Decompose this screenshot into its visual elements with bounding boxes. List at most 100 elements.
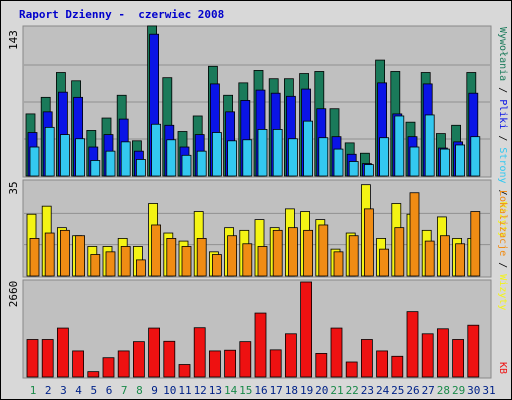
legend-pliki: Pliki [497, 99, 508, 129]
y-max-label-top: 143 [7, 30, 20, 50]
bar-strony-day-6 [105, 150, 116, 177]
bar-strony-day-8 [135, 159, 146, 177]
legend-sep-2: / [497, 129, 508, 147]
bar-kb-day-17 [269, 349, 282, 378]
bars [25, 25, 481, 378]
legend-wizyty-mid: Wizyty [497, 274, 508, 310]
x-label-day-10: 10 [163, 384, 176, 397]
x-label-day-9: 9 [151, 384, 158, 397]
bar-lokalizacje-day-22 [348, 235, 359, 277]
bar-strony-day-30 [470, 136, 481, 177]
bar-kb-day-1 [26, 339, 39, 378]
bar-lokalizacje-day-4 [75, 235, 85, 277]
legend-sep-3: / [497, 184, 508, 202]
bar-kb-day-23 [360, 339, 373, 378]
bar-lokalizacje-day-3 [60, 229, 70, 277]
y-max-label-bottom: 2660 [7, 281, 20, 308]
bar-lokalizacje-day-1 [29, 237, 40, 277]
x-label-day-5: 5 [90, 384, 97, 397]
bar-lokalizacje-day-15 [242, 243, 253, 277]
bar-kb-day-11 [178, 364, 191, 378]
x-label-day-15: 15 [239, 384, 252, 397]
x-label-day-3: 3 [60, 384, 67, 397]
x-label-day-21: 21 [330, 384, 343, 397]
bar-kb-day-30 [467, 324, 480, 378]
report-title: Raport Dzienny - czerwiec 2008 [19, 8, 225, 21]
x-label-day-16: 16 [254, 384, 267, 397]
x-label-day-17: 17 [270, 384, 283, 397]
x-label-day-4: 4 [75, 384, 82, 397]
bar-strony-day-15 [242, 139, 253, 177]
bar-lokalizacje-day-11 [181, 246, 192, 277]
bar-lokalizacje-day-10 [166, 237, 177, 277]
x-label-day-30: 30 [467, 384, 480, 397]
bar-strony-day-11 [181, 154, 192, 177]
bar-lokalizacje-day-6 [105, 251, 116, 277]
bar-lokalizacje-day-27 [424, 240, 435, 277]
x-label-day-6: 6 [106, 384, 113, 397]
bar-lokalizacje-day-9 [151, 224, 162, 277]
x-label-day-8: 8 [136, 384, 143, 397]
x-label-day-19: 19 [300, 384, 313, 397]
bar-strony-day-21 [333, 148, 344, 177]
bar-lokalizacje-day-7 [120, 246, 131, 277]
bar-strony-day-19 [303, 120, 314, 177]
bar-lokalizacje-day-8 [135, 259, 146, 277]
bar-lokalizacje-day-20 [318, 224, 329, 277]
bar-lokalizacje-day-17 [272, 229, 283, 277]
x-label-day-27: 27 [422, 384, 435, 397]
bar-lokalizacje-day-23 [363, 208, 374, 277]
bar-kb-day-19 [300, 281, 313, 378]
x-label-day-24: 24 [376, 384, 390, 397]
x-label-day-23: 23 [361, 384, 374, 397]
bar-strony-day-9 [151, 123, 162, 177]
bar-kb-day-26 [406, 311, 419, 378]
x-label-day-31: 31 [482, 384, 495, 397]
bar-strony-day-10 [166, 139, 177, 177]
x-label-day-14: 14 [224, 384, 238, 397]
bar-strony-day-24 [379, 137, 390, 177]
bar-lokalizacje-day-21 [333, 251, 344, 277]
bar-lokalizacje-day-24 [379, 248, 390, 277]
bar-kb-day-10 [163, 340, 176, 378]
bar-kb-day-28 [436, 328, 449, 378]
x-label-day-2: 2 [45, 384, 52, 397]
bar-kb-day-21 [330, 327, 343, 378]
bar-strony-day-2 [44, 126, 55, 177]
bar-strony-day-29 [455, 144, 466, 177]
bar-kb-day-25 [391, 355, 404, 378]
legend-mid: Lokalizacje / Wizyty [497, 190, 508, 310]
bar-strony-day-18 [287, 138, 298, 177]
bar-lokalizacje-day-5 [90, 254, 101, 277]
bar-kb-day-2 [41, 339, 54, 378]
bar-strony-day-16 [257, 129, 268, 177]
bar-kb-day-4 [72, 350, 84, 378]
bar-kb-day-6 [102, 357, 115, 378]
bar-strony-day-17 [272, 129, 283, 177]
x-label-day-20: 20 [315, 384, 328, 397]
bar-strony-day-14 [227, 140, 238, 177]
bar-lokalizacje-day-29 [455, 243, 466, 277]
bar-strony-day-1 [29, 146, 40, 177]
bar-lokalizacje-day-25 [394, 227, 405, 277]
legend-wywolania: Wywołania [497, 27, 508, 81]
legend-strony: Strony [497, 147, 508, 183]
bar-strony-day-4 [75, 138, 85, 177]
bar-kb-day-12 [193, 327, 206, 378]
bar-strony-day-23 [363, 164, 374, 177]
bar-kb-day-8 [132, 341, 145, 378]
bar-kb-day-24 [376, 350, 389, 378]
bar-lokalizacje-day-13 [211, 254, 222, 277]
bar-strony-day-3 [60, 134, 70, 177]
y-max-label-mid: 35 [7, 181, 20, 194]
x-label-day-22: 22 [346, 384, 359, 397]
bar-lokalizacje-day-28 [439, 235, 450, 277]
x-axis-labels: 1 2 3 4 5 6 7 8 9 10 11 12 13 14 15 16 17 18 19 20 21 22 23 24 2… [30, 384, 496, 397]
bar-kb-day-3 [57, 327, 69, 378]
bar-kb-day-18 [284, 333, 297, 378]
x-label-day-13: 13 [209, 384, 222, 397]
x-label-day-28: 28 [437, 384, 450, 397]
bar-strony-day-26 [409, 146, 420, 177]
bar-kb-day-9 [148, 327, 161, 378]
